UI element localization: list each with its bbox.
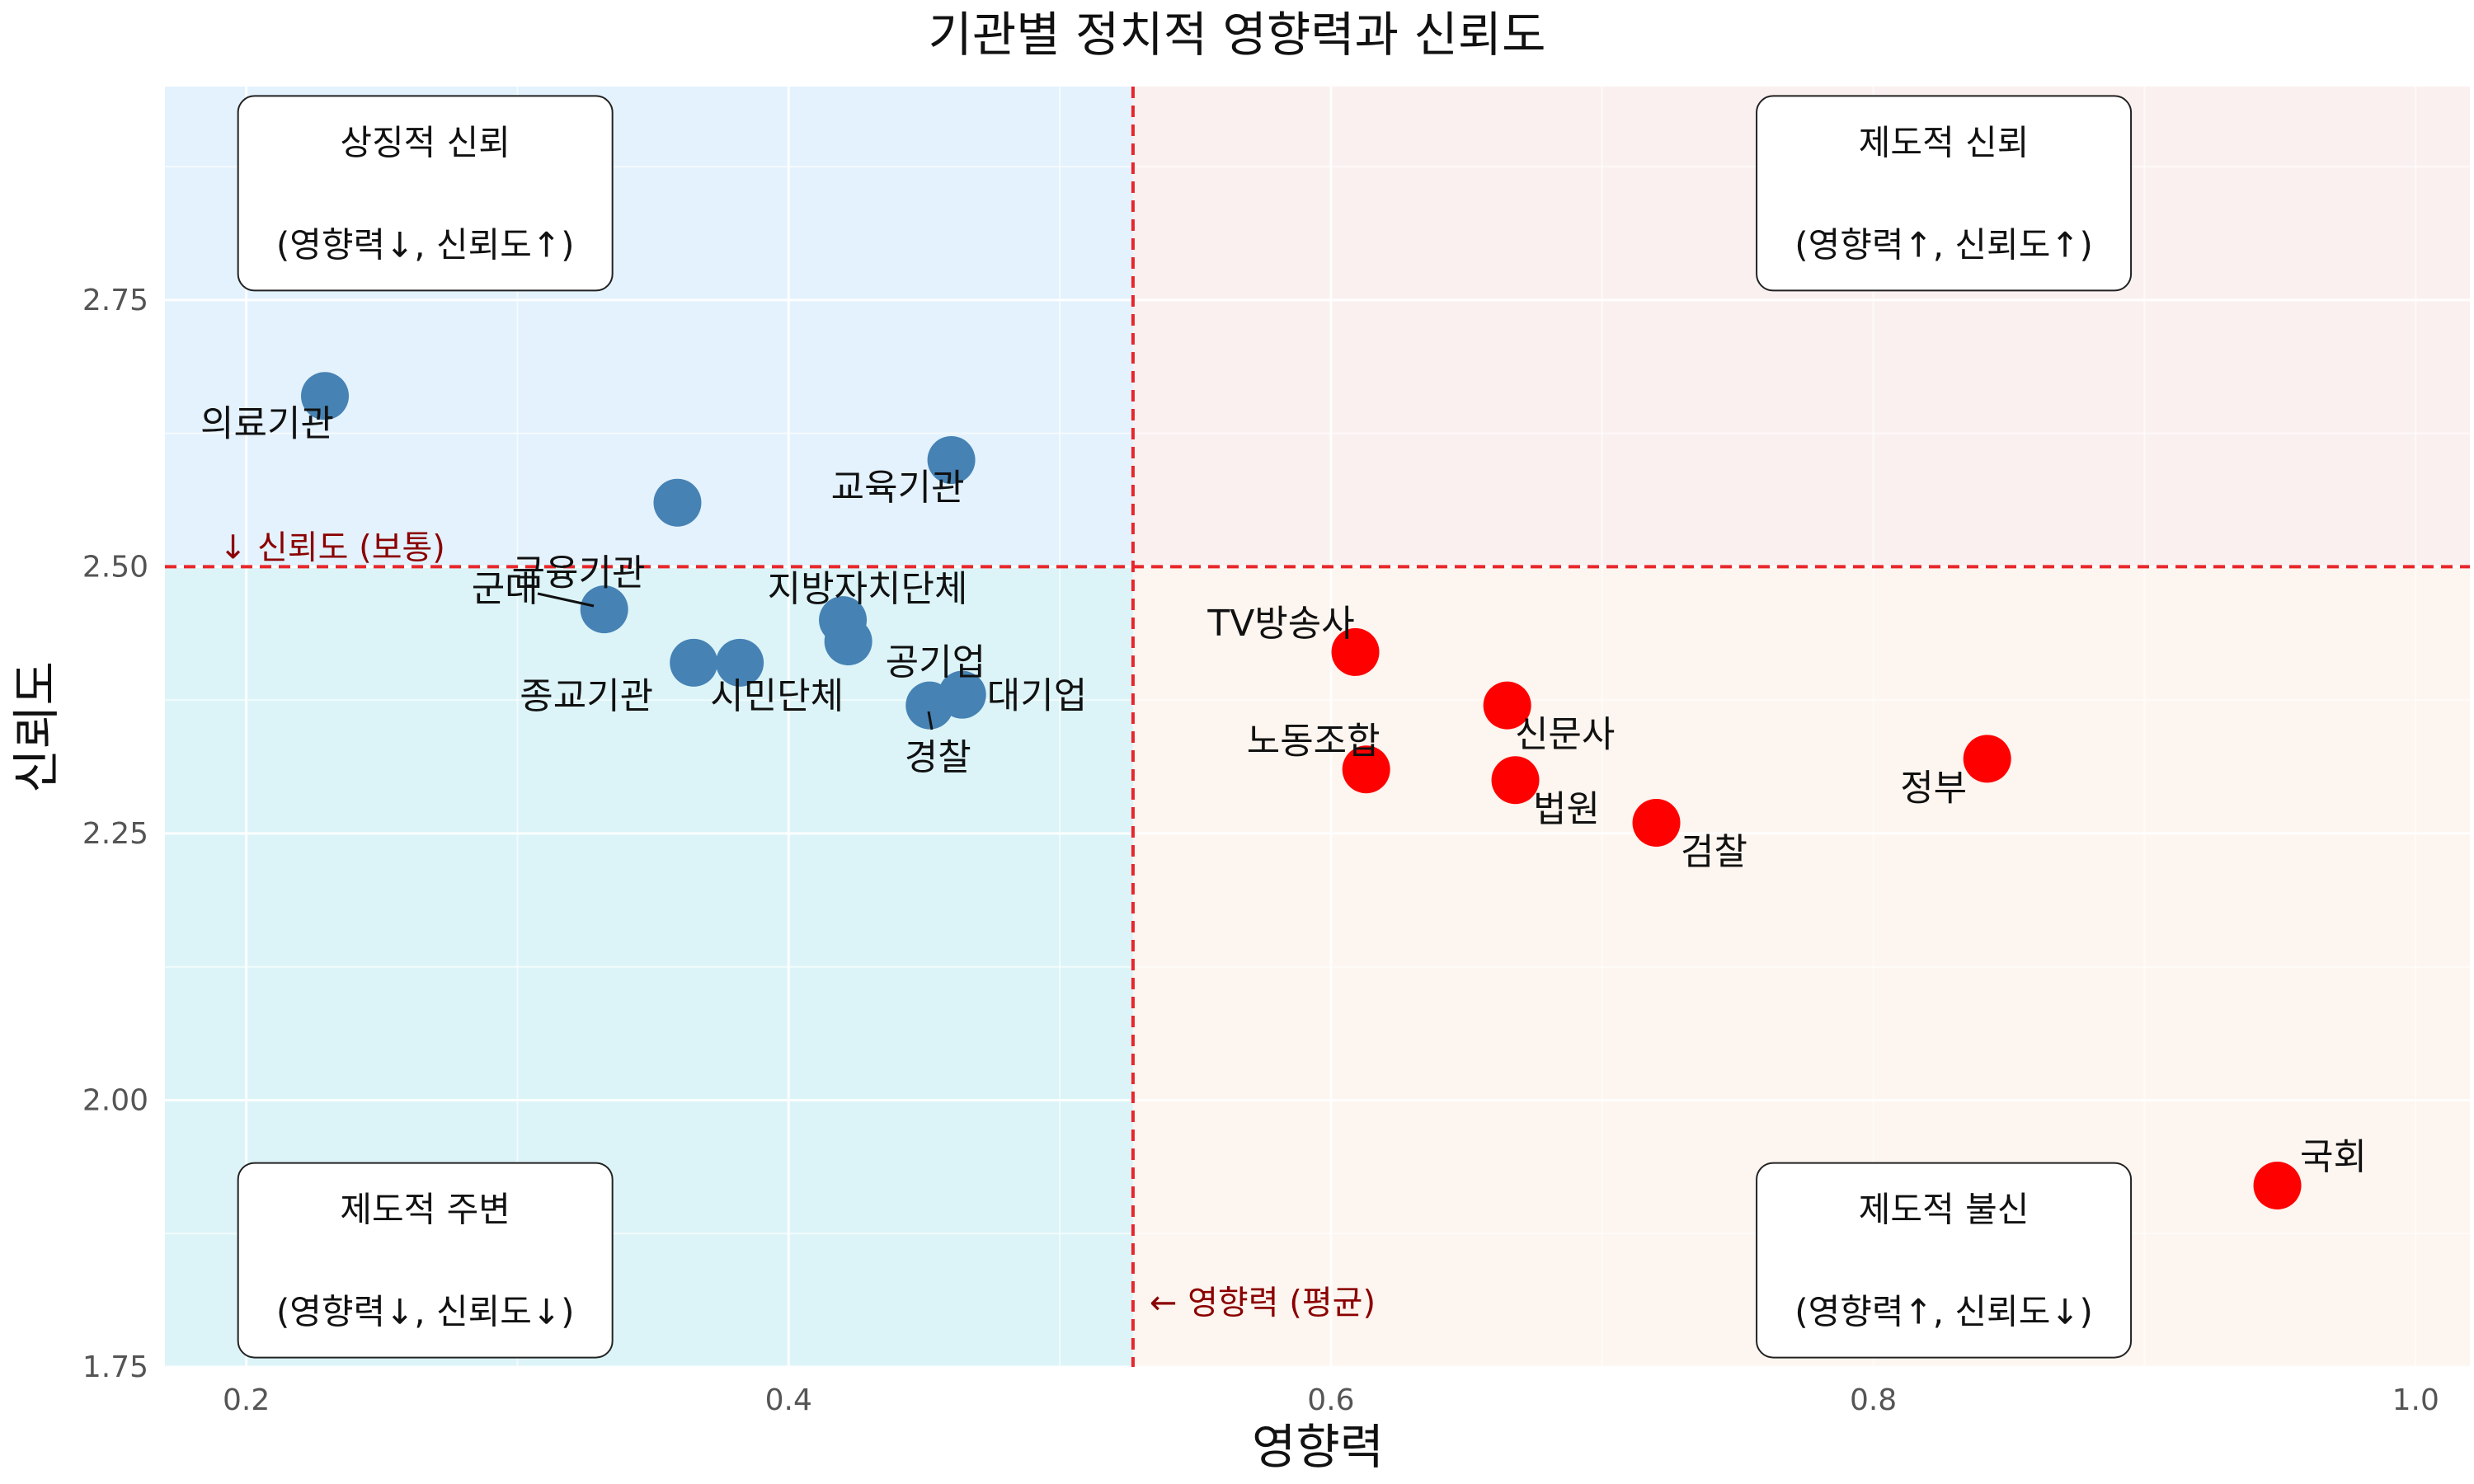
point-label: 의료기관 [200,402,334,444]
quadrant-subtitle: (영향력↑, 신뢰도↓) [1794,1292,2093,1332]
quadrant-title: 상징적 신뢰 [340,122,510,162]
point-label: TV방송사 [1206,603,1354,645]
trust-normal-label: ↓ 신뢰도 (보통) [219,528,445,566]
quadrant-box [1756,1162,2133,1359]
chart-title: 기관별 정치적 영향력과 신뢰도 [929,7,1546,63]
x-tick-label: 0.2 [223,1383,270,1417]
quadrant-box [237,1162,614,1359]
data-point [1483,681,1531,730]
x-tick-label: 0.8 [1850,1383,1897,1417]
data-point [580,585,628,634]
y-tick-label: 2.00 [82,1083,148,1117]
point-label: 지방자치단체 [768,568,968,610]
point-label: 검찰 [1681,831,1747,873]
data-point [824,617,872,665]
point-label: 금융기관 [512,552,646,594]
point-label: 공기업 [886,641,985,683]
x-tick-label: 0.4 [765,1383,812,1417]
point-label: 군대 [472,568,539,610]
point-label: 시민단체 [710,675,844,717]
quadrant-subtitle: (영향력↑, 신뢰도↑) [1794,224,2093,265]
data-point [1342,745,1390,794]
leader-line [537,592,595,608]
quadrant-subtitle: (영향력↓, 신뢰도↓) [276,1292,575,1332]
data-point [1963,735,2011,783]
data-points [301,372,2302,1209]
point-label: 법원 [1533,788,1600,830]
x-tick-label: 0.6 [1307,1383,1354,1417]
data-point [1491,756,1540,805]
quadrant-title: 제도적 신뢰 [1859,122,2030,162]
data-point [301,372,350,420]
quadrant-title: 제도적 주변 [340,1190,510,1230]
quadrant-subtitle: (영향력↓, 신뢰도↑) [276,224,575,265]
data-point [938,670,986,719]
point-label: 대기업 [987,675,1087,717]
data-point [670,638,718,687]
quadrant-annotations: 상징적 신뢰 (영향력↓, 신뢰도↑) 제도적 신뢰 (영향력↑, 신뢰도↑) 제도적 … [237,95,2133,1359]
y-tick-label: 2.50 [82,550,148,584]
data-point [1632,798,1681,847]
data-point [2253,1161,2302,1209]
data-point [1331,627,1380,676]
y-axis-title: 신뢰도 [8,661,64,793]
y-tick-label: 2.75 [82,284,148,317]
quadrant-box [237,95,614,292]
point-label: 경찰 [905,737,971,779]
point-label: 국회 [2300,1136,2367,1178]
y-tick-label: 2.25 [82,817,148,851]
point-label: 노동조합 [1247,720,1380,762]
point-label: 종교기관 [520,675,653,717]
point-label: 정부 [1900,767,1967,809]
x-axis-title: 영향력 [1252,1419,1384,1475]
leader-line [927,711,934,730]
quadrant-title: 제도적 불신 [1859,1190,2030,1230]
point-label: 교육기관 [831,467,965,509]
y-tick-label: 1.75 [82,1350,148,1384]
axis-ticks: 0.2 0.4 0.6 0.8 1.0 1.75 2.00 2.25 2.50 2.75 [82,284,2439,1417]
point-label: 신문사 [1515,714,1615,756]
data-point [716,638,764,687]
data-point [927,435,976,484]
data-point [653,478,702,527]
quadrant-box [1756,95,2133,292]
reference-lines: ← 영향력 (평균) ↓ 신뢰도 (보통) [165,87,2470,1367]
x-tick-label: 1.0 [2392,1383,2439,1417]
influence-mean-label: ← 영향력 (평균) [1150,1284,1376,1322]
